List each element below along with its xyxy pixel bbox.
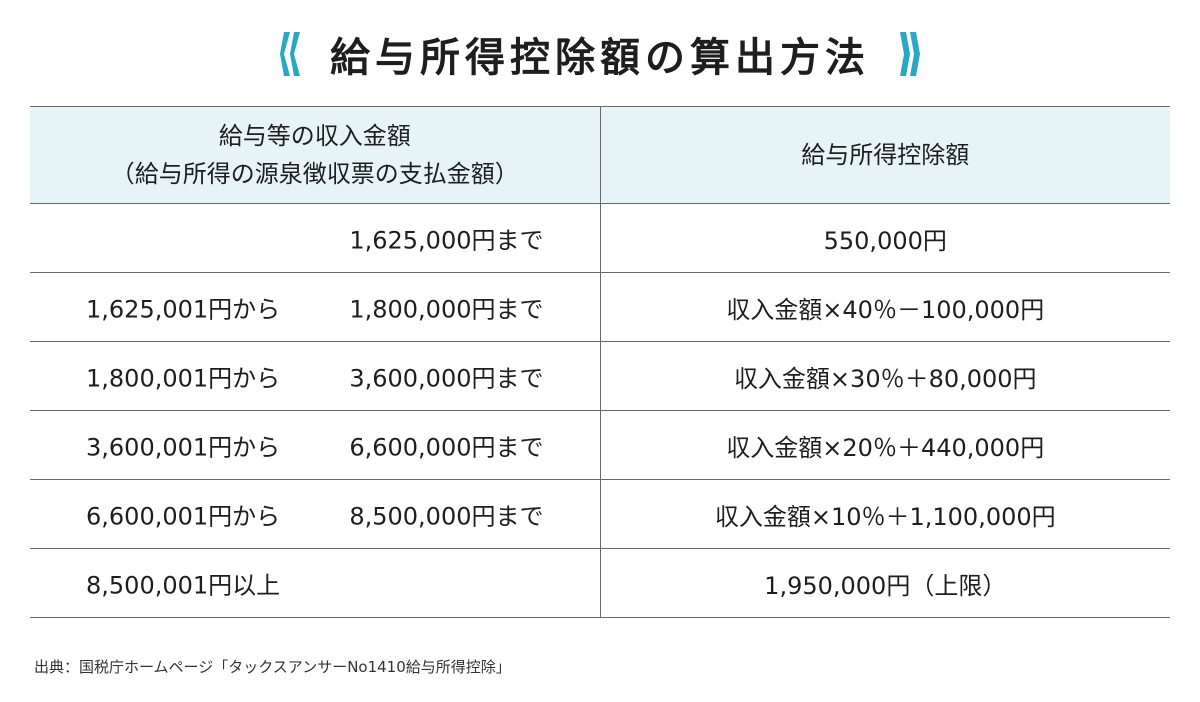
income-from: 3,600,001円から xyxy=(86,433,281,462)
deduction-cell: 収入金額×40％－100,000円 xyxy=(600,272,1170,342)
income-header: 給与等の収入金額 （給与所得の源泉徴収票の支払金額） xyxy=(30,106,601,204)
table-row: 1,800,001円から 3,600,000円まで 収入金額×30％＋80,00… xyxy=(30,341,1170,411)
income-range-cell: 1,800,001円から 3,600,000円まで xyxy=(30,341,601,411)
source-note: 出典：国税庁ホームページ「タックスアンサーNo1410給与所得控除」 xyxy=(34,658,511,676)
income-from: 6,600,001円から xyxy=(86,502,281,531)
deduction-cell: 収入金額×10％＋1,100,000円 xyxy=(600,479,1170,549)
right-bracket-icon xyxy=(898,30,920,78)
table-row: 1,625,000円まで 550,000円 xyxy=(30,203,1170,273)
income-to: 1,625,000円まで xyxy=(349,226,544,255)
deduction-header: 給与所得控除額 xyxy=(600,106,1170,204)
table-row: 1,625,001円から 1,800,000円まで 収入金額×40％－100,0… xyxy=(30,272,1170,342)
deduction-cell: 1,950,000円（上限） xyxy=(600,548,1170,618)
deduction-cell: 収入金額×30％＋80,000円 xyxy=(600,341,1170,411)
income-to: 8,500,000円まで xyxy=(349,502,544,531)
income-from: 1,800,001円から xyxy=(86,364,281,393)
income-range-cell: 6,600,001円から 8,500,000円まで xyxy=(30,479,601,549)
page-title: 給与所得控除額の算出方法 xyxy=(330,35,870,81)
title-bar: 給与所得控除額の算出方法 xyxy=(0,24,1200,84)
income-to: 6,600,000円まで xyxy=(349,433,544,462)
income-to: 3,600,000円まで xyxy=(349,364,544,393)
deduction-cell: 収入金額×20％＋440,000円 xyxy=(600,410,1170,480)
income-from: 1,625,001円から xyxy=(86,295,281,324)
left-bracket-icon xyxy=(280,30,302,78)
income-range-cell: 1,625,000円まで xyxy=(30,203,601,273)
income-header-line2: （給与所得の源泉徴収票の支払金額） xyxy=(110,160,519,188)
deduction-cell: 550,000円 xyxy=(600,203,1170,273)
income-range-cell: 8,500,001円以上 xyxy=(30,548,601,618)
income-range-cell: 1,625,001円から 1,800,000円まで xyxy=(30,272,601,342)
table-header-row: 給与等の収入金額 （給与所得の源泉徴収票の支払金額） 給与所得控除額 xyxy=(30,106,1170,204)
table-row: 6,600,001円から 8,500,000円まで 収入金額×10％＋1,100… xyxy=(30,479,1170,549)
income-to: 1,800,000円まで xyxy=(349,295,544,324)
deduction-table: 給与等の収入金額 （給与所得の源泉徴収票の支払金額） 給与所得控除額 1,625… xyxy=(30,106,1170,618)
table-row: 8,500,001円以上 1,950,000円（上限） xyxy=(30,548,1170,618)
table-row: 3,600,001円から 6,600,000円まで 収入金額×20％＋440,0… xyxy=(30,410,1170,480)
income-from: 8,500,001円以上 xyxy=(86,571,281,600)
income-range-cell: 3,600,001円から 6,600,000円まで xyxy=(30,410,601,480)
income-header-line1: 給与等の収入金額 xyxy=(218,122,411,150)
